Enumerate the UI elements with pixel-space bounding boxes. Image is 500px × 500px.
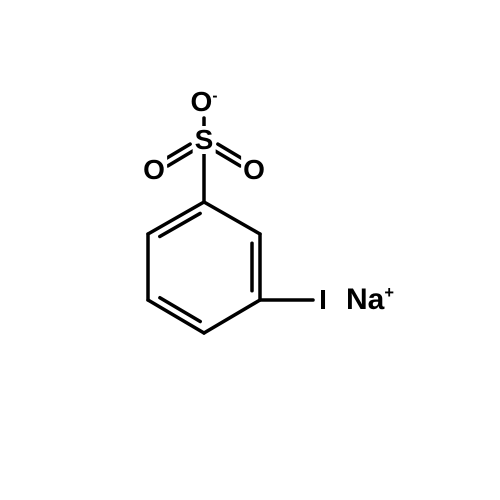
- molecule-stage: SO O O- I Na+: [0, 0, 500, 500]
- molecule-svg: [0, 0, 500, 500]
- atom-label-o3: O-: [189, 88, 220, 116]
- atom-label-na: Na+: [344, 285, 396, 315]
- atom-label-s: S: [193, 126, 216, 154]
- atom-label-o1: O: [141, 156, 167, 184]
- atom-label-i: I: [317, 286, 329, 314]
- atom-label-o2: O: [241, 156, 267, 184]
